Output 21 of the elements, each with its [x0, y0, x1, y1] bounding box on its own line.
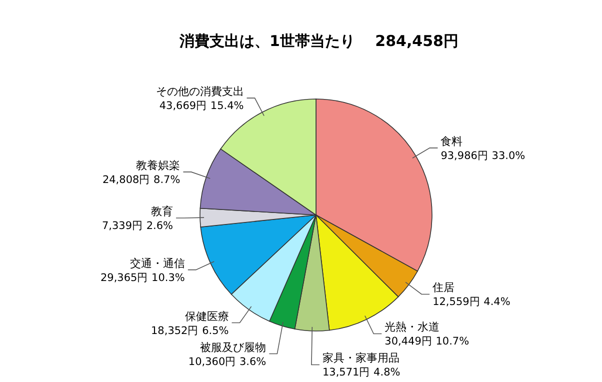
slice-label: 教養娯楽 — [136, 158, 180, 172]
data-label: 43,669円 15.4% — [159, 100, 244, 112]
data-label: 18,352円 6.5% — [151, 324, 229, 337]
data-label: 24,808円 8.7% — [102, 174, 180, 186]
data-label: 29,365円 10.3% — [100, 272, 185, 284]
slice-label: 住居 — [432, 281, 455, 294]
data-label: 10,360円 3.6% — [188, 356, 266, 368]
slice-label: 交通・通信 — [130, 256, 185, 270]
slice-label: 食料 — [440, 134, 463, 148]
slice-label: 被服及び履物 — [200, 340, 266, 354]
data-label: 7,339円 2.6% — [102, 220, 174, 232]
slice-label: 光熱・水道 — [384, 320, 440, 334]
chart-title: 消費支出は、1世帯当たり 284,458円 — [178, 32, 458, 50]
slice-label: 家具・家事用品 — [322, 352, 400, 365]
data-label: 30,449円 10.7% — [384, 336, 470, 348]
data-label: 93,986円 33.0% — [440, 150, 526, 162]
data-label: 12,559円 4.4% — [432, 296, 510, 308]
slice-label: 保健医療 — [184, 310, 229, 323]
slice-label: 教育 — [151, 205, 174, 218]
slice-label: その他の消費支出 — [156, 85, 244, 98]
data-label: 13,571円 4.8% — [322, 366, 400, 379]
